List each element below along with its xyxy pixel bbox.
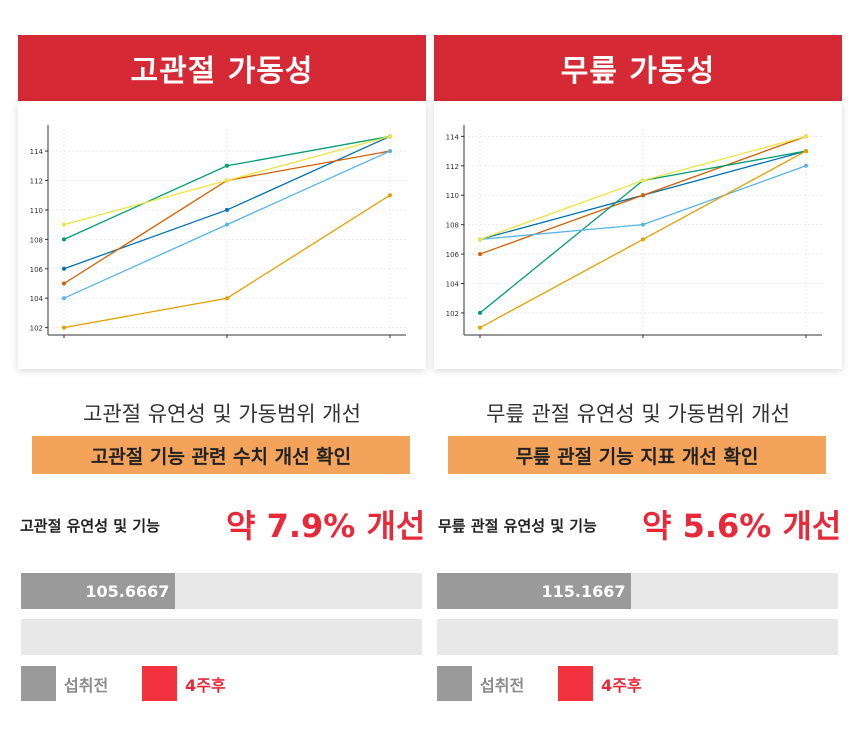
before-bar: 105.6667 [21,573,176,609]
stat-value: 약 5.6% 개선 [642,507,842,545]
legend: 섭취전 4주후 [21,666,260,701]
data-point [804,163,808,168]
before-bar-track: 105.6667 [21,573,422,609]
y-tick-label: 104 [446,281,460,289]
data-point [225,178,229,183]
y-tick-label: 114 [30,148,44,156]
data-point [478,252,482,257]
data-point [225,207,229,212]
y-tick-label: 110 [446,192,459,200]
data-point [62,237,66,242]
highlight-tagline: 고관절 기능 관련 수치 개선 확인 [32,436,410,474]
after-bar-track [21,619,422,655]
y-tick-label: 108 [30,236,43,244]
legend: 섭취전 4주후 [437,666,676,701]
data-point [804,134,808,139]
y-tick-label: 102 [446,310,459,318]
y-tick-label: 114 [446,133,460,141]
series-line-2 [479,150,807,314]
before-bar: 115.1667 [437,573,632,609]
data-point [641,193,645,198]
legend-label-before: 섭취전 [64,675,109,695]
line-chart: 102 104 106 108 110 112 114 [30,125,406,338]
legend-swatch-after [142,666,178,701]
stat-label: 고관절 유연성 및 기능 [20,517,160,535]
data-point [478,325,482,330]
y-tick-label: 102 [30,325,43,333]
data-point [62,296,66,301]
data-point [388,193,392,198]
y-tick-label: 108 [446,222,459,230]
data-point [62,266,66,271]
stat-value: 약 7.9% 개선 [226,507,426,545]
data-point [62,281,66,286]
data-point [388,149,392,154]
stat-label: 무릎 관절 유연성 및 기능 [438,517,597,535]
hip-panel: 고관절 가동성 102 104 106 108 110 112 114 고관절 유연성 및 … [18,35,426,701]
legend-swatch-before [437,666,472,701]
data-point [478,310,482,315]
y-tick-label: 112 [446,163,459,171]
data-point [641,237,645,242]
y-tick-label: 112 [30,178,43,186]
y-tick-label: 110 [30,207,43,215]
y-tick-label: 106 [30,266,44,274]
data-point [225,163,229,168]
data-point [478,237,482,242]
data-point [641,178,645,183]
panel-title: 무릎 가동성 [434,35,842,101]
chart-card: 102 104 106 108 110 112 114 [18,101,426,369]
before-bar-track: 115.1667 [437,573,838,609]
knee-panel: 무릎 가동성 102 104 106 108 110 112 114 무릎 관절 유연성 및… [434,35,842,701]
panel-subtitle: 고관절 유연성 및 가동범위 개선 [83,402,361,426]
data-point [804,149,808,154]
legend-label-before: 섭취전 [480,675,525,695]
y-tick-label: 106 [446,251,460,259]
panel-subtitle: 무릎 관절 유연성 및 가동범위 개선 [486,402,790,426]
data-point [62,222,66,227]
data-point [641,222,645,227]
data-point [225,222,229,227]
highlight-tagline: 무릎 관절 기능 지표 개선 확인 [448,436,826,474]
line-chart: 102 104 106 108 110 112 114 [446,125,822,338]
legend-label-after: 4주후 [601,675,642,695]
panel-title: 고관절 가동성 [18,35,426,101]
legend-swatch-after [558,666,594,701]
data-point [225,296,229,301]
legend-label-after: 4주후 [185,675,226,695]
data-point [388,134,392,139]
data-point [62,325,66,330]
y-tick-label: 104 [30,295,44,303]
legend-swatch-before [21,666,56,701]
chart-card: 102 104 106 108 110 112 114 [434,101,842,369]
after-bar-track [437,619,838,655]
